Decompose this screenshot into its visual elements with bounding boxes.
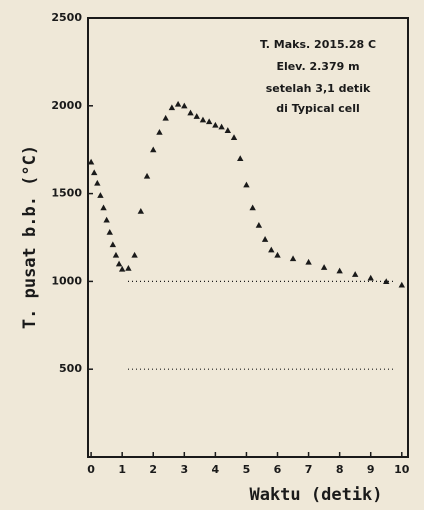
data-point — [97, 192, 104, 198]
x-tick-label: 4 — [212, 463, 220, 476]
x-tick-label: 1 — [118, 463, 126, 476]
data-point — [205, 118, 213, 125]
data-point — [249, 204, 256, 211]
data-point — [109, 241, 117, 248]
data-point — [289, 255, 297, 262]
data-point — [94, 179, 101, 186]
x-tick-label: 5 — [243, 463, 251, 476]
data-point — [156, 128, 163, 135]
annotation: T. Maks. 2015.28 C — [260, 38, 376, 51]
y-tick-label: 2000 — [51, 99, 82, 112]
x-tick-label: 3 — [180, 463, 188, 476]
annotation: Elev. 2.379 m — [276, 60, 359, 73]
data-point — [230, 134, 238, 140]
data-point — [268, 246, 275, 253]
x-tick-label: 9 — [367, 463, 375, 476]
data-point — [106, 229, 113, 235]
data-point — [112, 251, 120, 258]
data-point — [87, 158, 95, 165]
y-tick-label: 1500 — [51, 187, 82, 200]
data-point — [398, 281, 405, 288]
data-point — [118, 265, 126, 272]
data-point — [115, 260, 123, 267]
data-point — [243, 181, 250, 188]
y-tick-label: 2500 — [51, 11, 82, 24]
y-axis-label: T. pusat b.b. (°C) — [20, 145, 40, 329]
x-tick-label: 7 — [305, 463, 313, 476]
data-point — [224, 127, 232, 133]
data-point — [305, 258, 312, 265]
data-point — [125, 265, 132, 271]
data-point — [367, 274, 374, 281]
data-point — [261, 236, 269, 242]
data-point — [162, 114, 169, 121]
data-point — [181, 102, 188, 109]
x-tick-label: 8 — [336, 463, 344, 476]
data-point — [103, 216, 110, 223]
x-tick-label: 0 — [87, 463, 95, 476]
plot-frame — [87, 17, 409, 458]
data-point — [255, 222, 263, 228]
x-tick-label: 6 — [274, 463, 282, 476]
data-point — [336, 267, 343, 274]
data-point — [91, 169, 98, 176]
data-point — [187, 109, 194, 116]
annotation: di Typical cell — [276, 102, 360, 115]
data-point — [237, 155, 244, 162]
annotation: setelah 3,1 detik — [266, 82, 371, 95]
data-point — [143, 172, 151, 179]
data-point — [168, 104, 176, 111]
data-point — [218, 123, 225, 130]
data-point — [199, 116, 207, 123]
data-point — [150, 146, 157, 153]
data-point — [100, 204, 107, 211]
data-point — [320, 264, 328, 270]
x-tick-label: 10 — [394, 463, 410, 476]
data-point — [137, 207, 145, 214]
data-point — [193, 113, 200, 119]
data-point — [131, 251, 138, 258]
data-point — [174, 100, 182, 107]
x-tick-label: 2 — [149, 463, 157, 476]
data-point — [274, 251, 281, 258]
data-point — [383, 278, 390, 284]
y-tick-label: 500 — [59, 362, 82, 375]
x-axis-label: Waktu (detik) — [249, 485, 382, 505]
y-tick-label: 1000 — [51, 274, 82, 287]
data-point — [212, 121, 219, 128]
data-point — [351, 271, 359, 277]
